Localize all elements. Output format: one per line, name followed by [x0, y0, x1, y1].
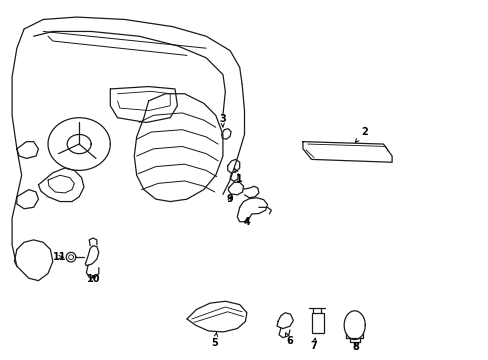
- Text: 3: 3: [219, 114, 225, 127]
- Text: 7: 7: [310, 338, 317, 351]
- Text: 1: 1: [234, 168, 243, 184]
- Text: 9: 9: [226, 194, 233, 204]
- Text: 6: 6: [285, 333, 292, 346]
- Text: 5: 5: [211, 332, 218, 348]
- Text: 11: 11: [53, 252, 67, 262]
- Bar: [311, 313, 323, 333]
- Text: 2: 2: [355, 127, 367, 142]
- Text: 8: 8: [351, 342, 358, 352]
- Text: 10: 10: [86, 274, 100, 284]
- Text: 4: 4: [243, 217, 250, 227]
